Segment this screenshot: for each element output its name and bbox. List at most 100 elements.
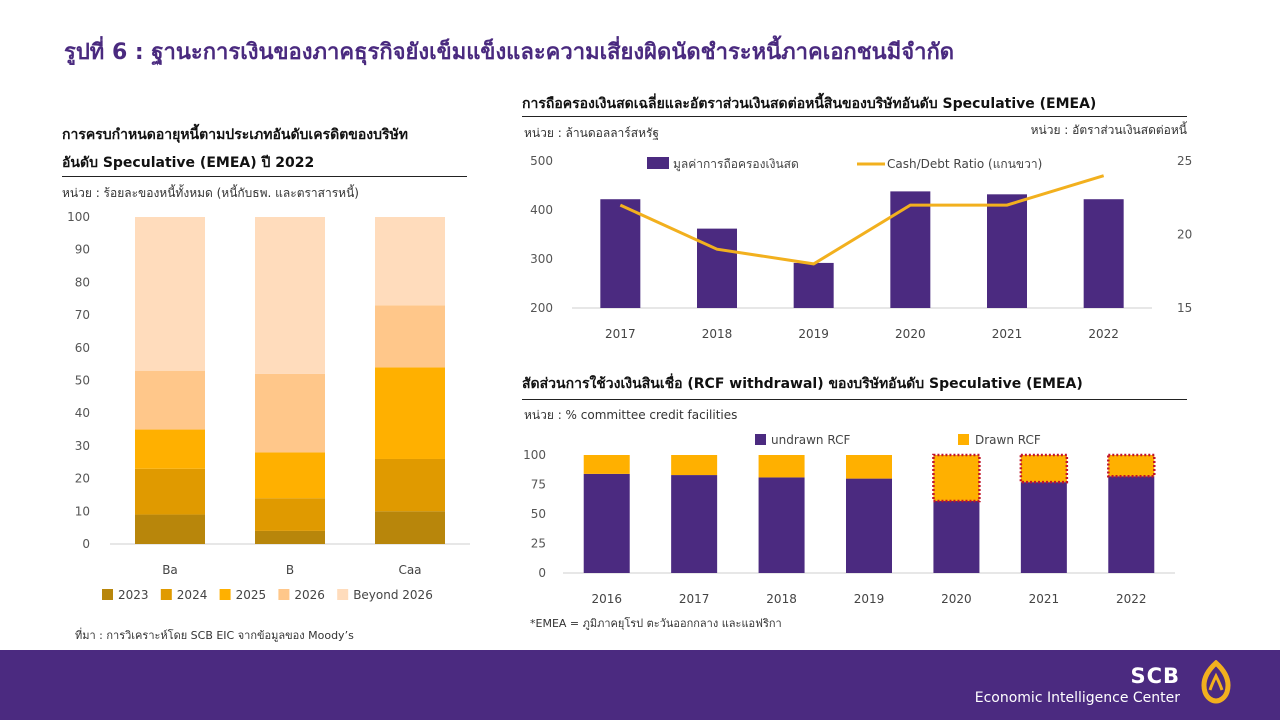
legend-swatch-cash [647, 157, 669, 169]
cash-debt-ratio-line [619, 174, 1105, 266]
bar-segment [255, 217, 325, 374]
x-tick-label: 2016 [591, 592, 622, 606]
x-tick-label: 2020 [895, 327, 926, 341]
cash-holding-combo-chart: 200 300 400 500 15 20 25 2017 2018 2019 2020 2021 20… [530, 154, 1192, 341]
cash-bar [697, 228, 737, 308]
legend-label: 2024 [177, 588, 208, 602]
legend-swatch-undrawn [755, 434, 766, 445]
cash-bar [1083, 199, 1124, 308]
y-tick-label: 0 [538, 566, 546, 580]
x-tick-label: 2021 [1029, 592, 1060, 606]
scb-logo-icon [1201, 660, 1231, 704]
top-right-chart-title: การถือครองเงินสดเฉลี่ยและอัตราส่วนเงินสด… [522, 96, 1097, 112]
bottom-right-chart-rule [522, 399, 1187, 400]
bar-segment [375, 458, 445, 512]
drawn-rcf-bar [933, 455, 980, 502]
undrawn-rcf-bar [583, 473, 630, 573]
x-tick-label: B [286, 563, 294, 577]
undrawn-rcf-bar [1020, 482, 1067, 573]
y-tick-label: 25 [531, 537, 546, 551]
y-tick-label: 100 [67, 210, 90, 224]
rcf-stacked-bar-chart: 0 25 50 75 100 2016 2017 2018 2019 2020 2021 2022 un… [523, 433, 1175, 606]
legend-label-drawn: Drawn RCF [975, 433, 1041, 447]
y-tick-label: 70 [75, 308, 90, 322]
cash-bar [600, 199, 641, 308]
bar-segment [255, 530, 325, 544]
legend-label-cash: มูลค่าการถือครองเงินสด [673, 157, 799, 172]
undrawn-rcf-bar [933, 501, 980, 573]
legend-label-ratio: Cash/Debt Ratio (แกนขวา) [887, 157, 1042, 171]
bar-segment [135, 217, 205, 371]
x-tick-label: 2017 [605, 327, 636, 341]
x-tick-label: 2020 [941, 592, 972, 606]
legend-swatch [219, 589, 231, 600]
bar-segment [375, 367, 445, 459]
brand-subtitle: Economic Intelligence Center [974, 690, 1180, 706]
y-tick-label: 10 [75, 504, 90, 518]
y-tick-label: 40 [75, 406, 90, 420]
y-left-tick-label: 200 [530, 301, 553, 315]
x-tick-label: 2022 [1088, 327, 1119, 341]
x-tick-label: Caa [398, 563, 421, 577]
bar-segment [255, 452, 325, 499]
brand-name: SCB [1130, 664, 1180, 688]
y-tick-label: 100 [523, 448, 546, 462]
y-tick-label: 80 [75, 275, 90, 289]
x-tick-label: 2017 [679, 592, 710, 606]
bottom-right-unit: หน่วย : % committee credit facilities [524, 408, 738, 422]
bottom-right-chart-title: สัดส่วนการใช้วงเงินสินเชื่อ (RCF withdra… [522, 376, 1083, 392]
y-left-tick-label: 300 [530, 252, 553, 266]
undrawn-rcf-bar [1108, 476, 1155, 573]
y-right-tick-label: 15 [1177, 301, 1192, 315]
drawn-rcf-highlight [1107, 453, 1156, 478]
y-tick-label: 60 [75, 341, 90, 355]
undrawn-rcf-bar [758, 477, 805, 573]
legend-label: 2025 [236, 588, 267, 602]
legend-label: 2023 [118, 588, 149, 602]
page-title: รูปที่ 6 : ฐานะการเงินของภาคธุรกิจยังเข็… [64, 40, 955, 65]
y-tick-label: 90 [75, 243, 90, 257]
bar-segment [135, 370, 205, 430]
drawn-rcf-bar [758, 455, 805, 478]
y-left-tick-label: 500 [530, 154, 553, 168]
x-tick-label: 2019 [798, 327, 829, 341]
footer-bar [0, 650, 1280, 720]
y-tick-label: 30 [75, 439, 90, 453]
y-left-tick-label: 400 [530, 203, 553, 217]
drawn-rcf-bar [1020, 455, 1067, 483]
legend-label: Beyond 2026 [353, 588, 433, 602]
top-right-unit-right: หน่วย : อัตราส่วนเงินสดต่อหนี้ [1030, 123, 1187, 137]
source-note: ที่มา : การวิเคราะห์โดย SCB EIC จากข้อมู… [75, 629, 354, 642]
x-tick-label: 2019 [854, 592, 885, 606]
y-right-tick-label: 20 [1177, 228, 1192, 242]
top-right-unit-left: หน่วย : ล้านดอลลาร์สหรัฐ [524, 126, 660, 140]
bar-segment [255, 373, 325, 453]
x-tick-label: Ba [162, 563, 178, 577]
cash-bar [890, 191, 931, 308]
drawn-rcf-bar [1108, 455, 1155, 477]
top-right-chart-rule [522, 116, 1187, 117]
cash-bar [793, 262, 834, 308]
legend-label: 2026 [294, 588, 325, 602]
legend-swatch [278, 589, 290, 600]
x-tick-label: 2018 [766, 592, 797, 606]
legend-swatch [102, 589, 113, 600]
y-tick-label: 20 [75, 472, 90, 486]
bar-segment [255, 498, 325, 531]
y-tick-label: 75 [531, 478, 546, 492]
y-right-tick-label: 25 [1177, 154, 1192, 168]
legend-swatch [337, 589, 349, 600]
bar-segment [135, 468, 205, 515]
x-tick-label: 2018 [702, 327, 733, 341]
legend-swatch-drawn [958, 434, 969, 445]
bar-segment [135, 429, 205, 469]
bar-segment [375, 305, 445, 368]
left-chart-title-line1: การครบกำหนดอายุหนี้ตามประเภทอันดับเครดิต… [62, 127, 408, 143]
emea-footnote: *EMEA = ภูมิภาคยุโรป ตะวันออกกลาง และแอฟ… [530, 617, 782, 630]
y-tick-label: 0 [82, 537, 90, 551]
bar-segment [135, 514, 205, 544]
drawn-rcf-highlight [932, 453, 981, 503]
drawn-rcf-bar [846, 455, 892, 479]
legend-swatch [160, 589, 172, 600]
drawn-rcf-highlight [1019, 453, 1069, 484]
